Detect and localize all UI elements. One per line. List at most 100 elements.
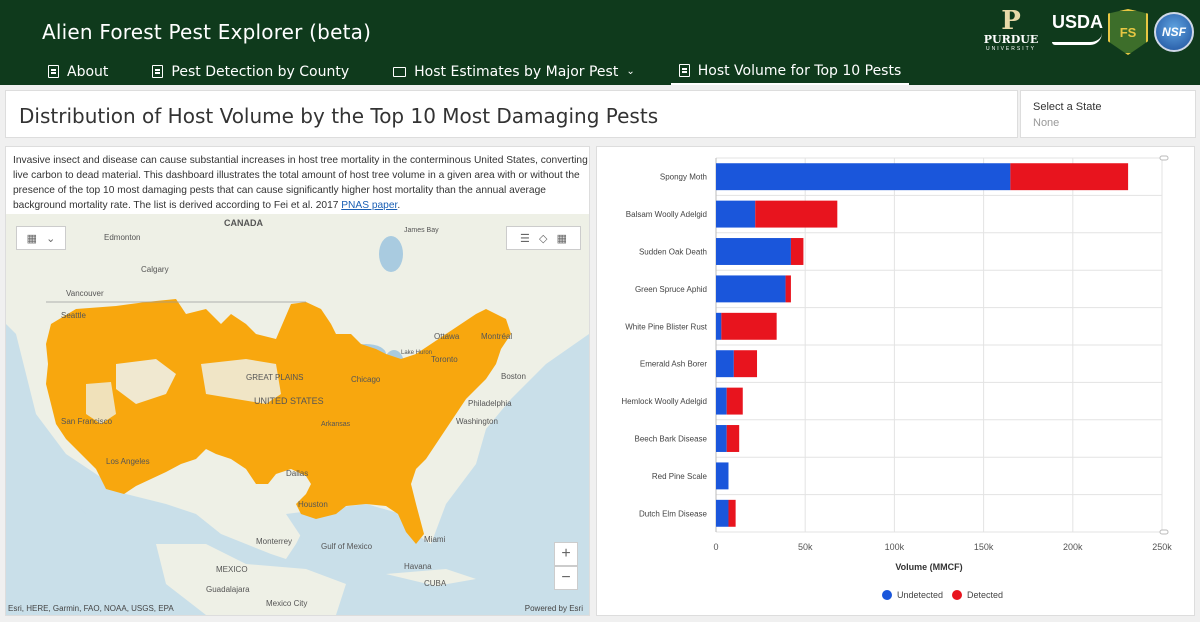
purdue-logo: P PURDUE UNIVERSITY [983, 6, 1039, 52]
forest-service-logo: FS [1108, 9, 1148, 55]
map-label: James Bay [404, 227, 439, 234]
map-label: Philadelphia [468, 399, 512, 408]
map-attribution: Esri, HERE, Garmin, FAO, NOAA, USGS, EPA [8, 604, 174, 613]
grid-icon[interactable]: ▦ [556, 232, 568, 245]
y-category-label: Sudden Oak Death [639, 248, 707, 257]
legend-swatch[interactable] [952, 590, 962, 600]
bar-detected[interactable] [726, 387, 743, 415]
app-header: Alien Forest Pest Explorer (beta) About … [0, 0, 1200, 85]
map-label: Arkansas [321, 421, 351, 428]
bar-detected[interactable] [721, 312, 777, 340]
description-text: Invasive insect and disease can cause su… [13, 155, 588, 211]
bar-undetected[interactable] [716, 163, 1011, 191]
map-label: Miami [424, 535, 446, 544]
tab-about-label: About [67, 63, 109, 80]
tab-host-volume[interactable]: Host Volume for Top 10 Pests [670, 58, 910, 85]
state-selector[interactable]: Select a State None [1020, 90, 1196, 138]
y-category-label: Beech Bark Disease [635, 435, 708, 444]
pnas-paper-link[interactable]: PNAS paper [341, 200, 398, 211]
y-category-label: Green Spruce Aphid [635, 285, 707, 294]
map-label: Ottawa [434, 332, 460, 341]
y-category-label: Balsam Woolly Adelgid [626, 210, 707, 219]
bar-undetected[interactable] [716, 499, 729, 527]
map-panel: Invasive insect and disease can cause su… [5, 146, 590, 616]
chevron-down-icon: ⌄ [46, 232, 56, 245]
scroll-handle-top[interactable] [1159, 155, 1169, 161]
map-label: San Francisco [61, 417, 113, 426]
y-category-label: Dutch Elm Disease [639, 509, 708, 518]
x-tick-label: 50k [798, 542, 813, 552]
document-icon [48, 65, 59, 78]
x-tick-label: 150k [974, 542, 994, 552]
y-category-label: Hemlock Woolly Adelgid [621, 397, 707, 406]
layers-icon[interactable]: ◇ [539, 232, 548, 245]
zoom-out-button[interactable]: − [554, 566, 578, 590]
legend-swatch[interactable] [882, 590, 892, 600]
nav-bar: About Pest Detection by County Host Esti… [40, 58, 937, 85]
bar-detected[interactable] [790, 238, 804, 265]
tab-host-estimates-label: Host Estimates by Major Pest [414, 63, 619, 80]
bar-undetected[interactable] [716, 200, 756, 228]
us-map[interactable]: CANADA Edmonton Calgary Vancouver Seattl… [6, 214, 589, 615]
bar-undetected[interactable] [716, 312, 722, 340]
bar-undetected[interactable] [716, 425, 727, 452]
bar-detected[interactable] [785, 275, 791, 303]
map-label: Havana [404, 562, 432, 571]
map-label: Montréal [481, 332, 512, 341]
legend-label[interactable]: Undetected [897, 590, 943, 600]
x-axis-title: Volume (MMCF) [895, 562, 962, 572]
state-selector-value[interactable]: None [1033, 117, 1060, 129]
map-label: Guadalajara [206, 585, 250, 594]
map-label: Calgary [141, 265, 169, 274]
tab-host-estimates[interactable]: Host Estimates by Major Pest ⌄ [385, 58, 643, 85]
map-label: Dallas [286, 469, 308, 478]
folder-icon [393, 66, 407, 77]
legend-icon[interactable]: ☰ [519, 232, 530, 245]
zoom-in-button[interactable]: + [554, 542, 578, 566]
map-label: CUBA [424, 579, 447, 588]
map-canvas[interactable]: CANADA Edmonton Calgary Vancouver Seattl… [6, 214, 589, 615]
map-label: Seattle [61, 311, 86, 320]
tab-pest-detection[interactable]: Pest Detection by County [144, 58, 357, 85]
chevron-down-icon: ⌄ [626, 66, 635, 77]
scroll-handle-bottom[interactable] [1159, 529, 1169, 535]
bar-detected[interactable] [1010, 163, 1129, 191]
map-label: Lake Huron [401, 350, 432, 356]
bar-detected[interactable] [726, 425, 740, 452]
map-label: Mexico City [266, 599, 307, 608]
y-category-label: Emerald Ash Borer [640, 360, 707, 369]
bar-undetected[interactable] [716, 275, 786, 303]
map-label: Gulf of Mexico [321, 542, 373, 551]
tab-host-volume-label: Host Volume for Top 10 Pests [697, 62, 902, 79]
map-label: CANADA [224, 218, 263, 228]
y-category-label: Spongy Moth [660, 173, 707, 182]
document-icon [152, 65, 164, 78]
bar-detected[interactable] [755, 200, 838, 228]
chart-panel: 0 50k 100k 150k 200k 250k Spongy Moth Balsam Wo… [596, 146, 1195, 616]
tab-about[interactable]: About [40, 58, 116, 85]
powered-by-esri[interactable]: Powered by Esri [524, 604, 583, 613]
map-label: Houston [298, 500, 328, 509]
bar-undetected[interactable] [716, 387, 727, 415]
map-label: Edmonton [104, 233, 140, 242]
title-panel: Distribution of Host Volume by the Top 1… [5, 90, 1018, 138]
map-label: GREAT PLAINS [246, 373, 304, 382]
bar-detected[interactable] [733, 350, 758, 378]
map-label: Los Angeles [106, 457, 150, 466]
bar-undetected[interactable] [716, 350, 734, 378]
basemap-icon: ▦ [26, 232, 37, 245]
bar-detected[interactable] [728, 499, 736, 527]
state-selector-label: Select a State [1033, 101, 1102, 113]
host-volume-chart: 0 50k 100k 150k 200k 250k Spongy Moth Balsam Wo… [621, 155, 1172, 600]
usda-logo: USDA [1052, 12, 1103, 52]
map-label: Vancouver [66, 289, 104, 298]
legend-label[interactable]: Detected [967, 590, 1003, 600]
map-label: Washington [456, 417, 498, 426]
x-tick-label: 250k [1152, 542, 1172, 552]
map-toolbar: ☰ ◇ ▦ [506, 226, 581, 250]
bar-undetected[interactable] [716, 462, 729, 490]
basemap-selector[interactable]: ▦ ⌄ [16, 226, 66, 250]
bar-undetected[interactable] [716, 238, 791, 265]
app-title: Alien Forest Pest Explorer (beta) [42, 20, 372, 44]
map-label: MEXICO [216, 565, 248, 574]
